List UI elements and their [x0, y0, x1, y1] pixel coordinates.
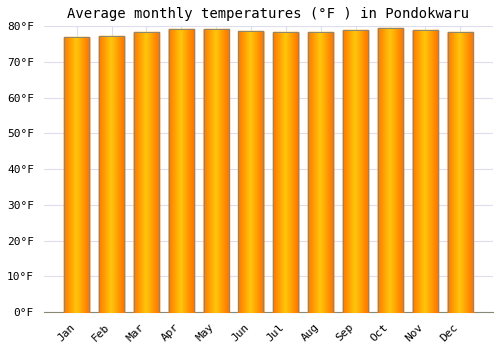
Bar	[308, 32, 333, 312]
Bar	[412, 30, 438, 312]
Bar	[448, 32, 472, 312]
Bar	[168, 29, 194, 312]
Bar	[308, 32, 333, 312]
Bar	[134, 32, 159, 312]
Bar	[64, 37, 89, 312]
Bar	[273, 32, 298, 312]
Bar	[99, 36, 124, 312]
Bar	[378, 28, 403, 312]
Bar	[343, 30, 368, 312]
Bar	[204, 29, 229, 312]
Bar	[64, 37, 89, 312]
Bar	[273, 32, 298, 312]
Bar	[378, 28, 403, 312]
Bar	[204, 29, 229, 312]
Bar	[343, 30, 368, 312]
Bar	[412, 30, 438, 312]
Title: Average monthly temperatures (°F ) in Pondokwaru: Average monthly temperatures (°F ) in Po…	[68, 7, 469, 21]
Bar	[99, 36, 124, 312]
Bar	[238, 31, 264, 312]
Bar	[238, 31, 264, 312]
Bar	[134, 32, 159, 312]
Bar	[448, 32, 472, 312]
Bar	[168, 29, 194, 312]
